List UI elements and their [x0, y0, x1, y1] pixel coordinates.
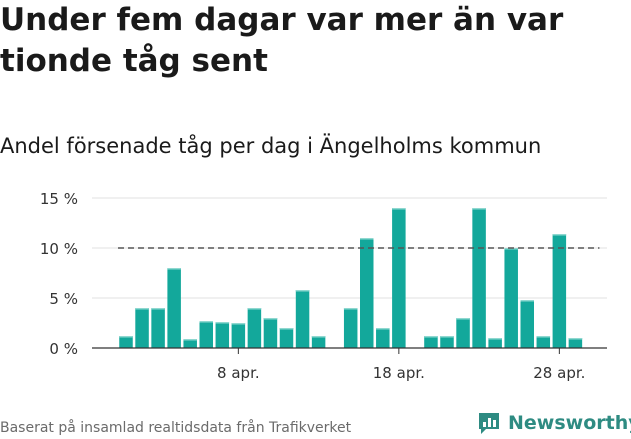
bar-highlight — [279, 328, 294, 330]
bar-highlight — [520, 300, 534, 302]
bar — [424, 336, 438, 348]
bar — [376, 328, 390, 348]
bar-highlight — [536, 336, 551, 338]
bar — [279, 328, 294, 348]
bar-highlight — [247, 308, 262, 310]
bar-highlight — [424, 336, 438, 338]
bar — [568, 338, 583, 348]
bar-highlight — [295, 290, 310, 292]
bar — [151, 308, 165, 348]
x-tick-label: 8 apr. — [217, 364, 260, 382]
bar-chart: 15 % 10 % 5 % 0 % 8 apr. 18 apr. 28 apr. — [40, 190, 607, 382]
bar-highlight — [488, 338, 502, 340]
bar — [231, 323, 246, 348]
bar — [504, 248, 518, 348]
bar — [343, 308, 358, 348]
bar-highlight — [552, 234, 567, 236]
bar — [360, 238, 374, 348]
bar — [263, 318, 278, 348]
y-tick-label: 0 % — [49, 340, 78, 358]
brand-name: Newsworthy — [508, 412, 631, 434]
bar-highlight — [504, 248, 518, 250]
bar-highlight — [440, 336, 454, 338]
bar-highlight — [472, 208, 486, 210]
bar — [456, 318, 470, 348]
bar — [472, 208, 486, 348]
bar-highlight — [392, 208, 406, 210]
headline: Under fem dagar var mer än var tionde tå… — [0, 2, 564, 79]
y-tick-label: 15 % — [40, 190, 78, 208]
bar — [183, 339, 197, 348]
y-tick-label: 10 % — [40, 240, 78, 258]
bar-highlight — [215, 322, 230, 324]
bar-highlight — [135, 308, 149, 310]
bar — [135, 308, 149, 348]
bar-highlight — [343, 308, 358, 310]
x-tick-label: 28 apr. — [533, 364, 585, 382]
bar — [488, 338, 502, 348]
bar-highlight — [568, 338, 583, 340]
bar-chart-logo-icon — [479, 413, 499, 434]
bar — [392, 208, 406, 348]
bar-highlight — [151, 308, 165, 310]
bar-highlight — [376, 328, 390, 330]
bar — [311, 336, 326, 348]
bar — [215, 322, 230, 348]
newsworthy-logo[interactable]: Newsworthy — [476, 409, 631, 437]
bar-highlight — [119, 336, 133, 338]
source-note: Baserat på insamlad realtidsdata från Tr… — [0, 420, 352, 436]
bar-highlight — [263, 318, 278, 320]
bar-highlight — [199, 321, 213, 323]
bar-highlight — [360, 238, 374, 240]
bar — [520, 300, 534, 348]
bar-highlight — [311, 336, 326, 338]
bar — [119, 336, 133, 348]
x-tick-label: 18 apr. — [373, 364, 425, 382]
bar-highlight — [231, 323, 246, 325]
bar — [167, 268, 181, 348]
chart-title: Andel försenade tåg per dag i Ängelholms… — [0, 134, 542, 158]
bar — [295, 290, 310, 348]
bar — [440, 336, 454, 348]
bar-highlight — [456, 318, 470, 320]
bar — [536, 336, 551, 348]
bar — [247, 308, 262, 348]
bar — [552, 234, 567, 348]
y-tick-label: 5 % — [49, 290, 78, 308]
bar-highlight — [183, 339, 197, 341]
bar — [199, 321, 213, 348]
bar-highlight — [167, 268, 181, 270]
